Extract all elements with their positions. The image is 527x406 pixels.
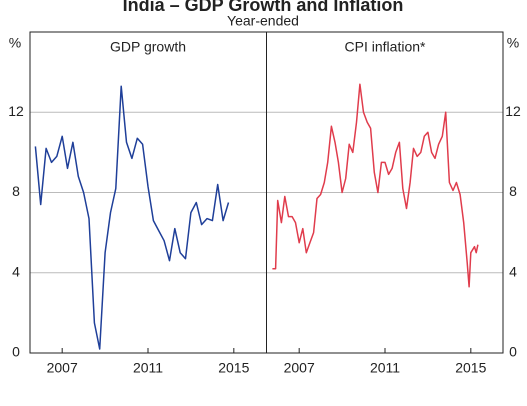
x-tick-label: 2011 (133, 360, 163, 376)
chart-subtitle: Year-ended (227, 13, 299, 29)
data-line (272, 83, 479, 288)
data-line (34, 85, 230, 350)
panel-title: CPI inflation* (345, 39, 426, 55)
y-tick-label: 12 (8, 103, 24, 119)
y-tick-label: 0 (12, 344, 20, 360)
y-tick-label: 12 (505, 103, 521, 119)
y-unit-right: % (507, 35, 519, 51)
x-tick-label: 2007 (47, 360, 78, 376)
x-tick-label: 2015 (455, 360, 486, 376)
y-tick-label: 4 (509, 263, 517, 279)
panel-title: GDP growth (110, 39, 186, 55)
x-tick-label: 2015 (218, 360, 249, 376)
x-tick-label: 2007 (284, 360, 315, 376)
x-tick-label: 2011 (370, 360, 400, 376)
y-unit-left: % (9, 35, 21, 51)
y-tick-label: 0 (509, 344, 517, 360)
chart-title: India – GDP Growth and Inflation (123, 0, 404, 15)
y-tick-label: 8 (12, 183, 20, 199)
y-tick-label: 4 (12, 263, 20, 279)
y-tick-label: 8 (509, 183, 517, 199)
